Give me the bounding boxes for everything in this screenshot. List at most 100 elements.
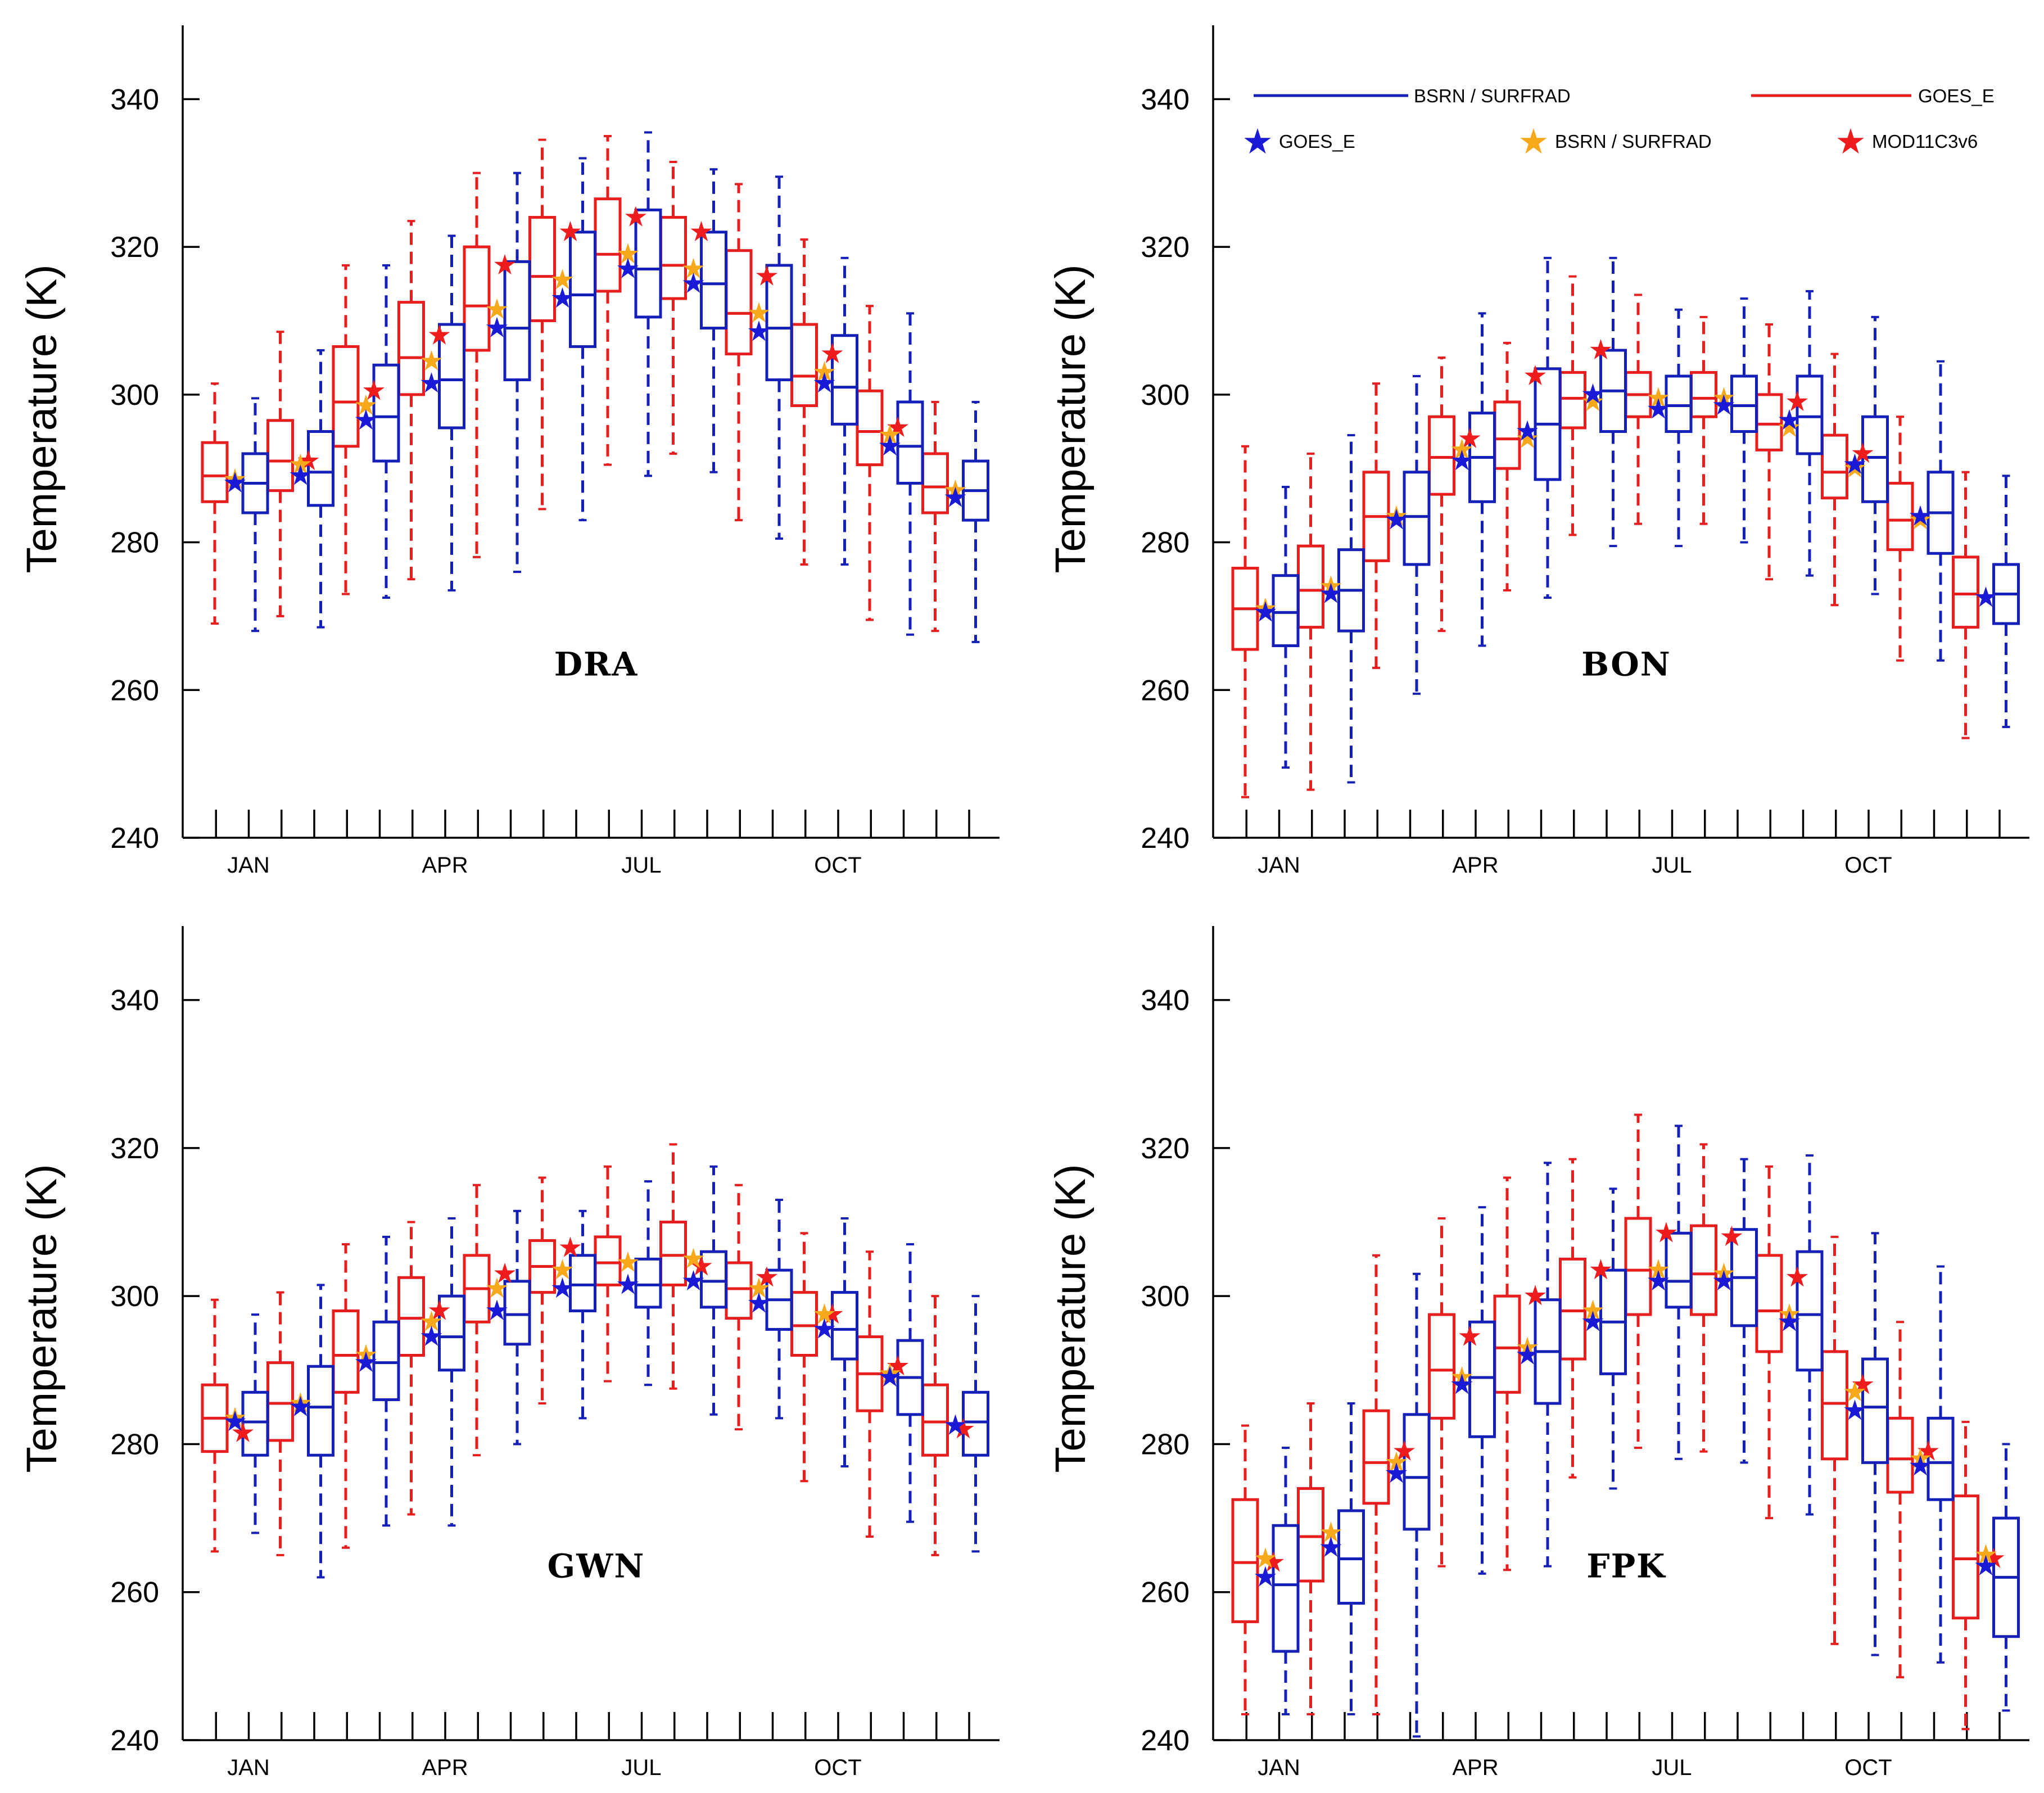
goes-box — [1624, 1217, 1652, 1316]
goes-box — [201, 441, 229, 503]
y-tick-label: 340 — [1141, 83, 1190, 116]
goes-box — [397, 1276, 425, 1357]
bsrn-box — [1861, 1357, 1889, 1464]
goes-box — [1231, 1498, 1259, 1623]
bsrn-box — [569, 1254, 596, 1313]
y-tick-label: 280 — [110, 527, 159, 559]
y-axis-title-dra: Temperature (K) — [18, 264, 66, 573]
y-tick-label: 340 — [1141, 984, 1190, 1017]
y-tick-label: 260 — [110, 674, 159, 707]
legend: BSRN / SURFRAD GOES_E GOES_E BSRN / SURF… — [1244, 85, 1995, 154]
goes-box — [921, 1383, 949, 1457]
goes-box — [725, 249, 753, 356]
goes-box — [266, 1361, 294, 1442]
bsrn-box — [569, 231, 596, 348]
x-tick-label: APR — [422, 853, 468, 878]
x-tick-label: OCT — [1844, 1755, 1892, 1780]
goes-box — [1821, 1350, 1848, 1461]
bsrn-box — [1272, 1524, 1300, 1653]
goes-box — [725, 1261, 753, 1320]
y-tick-label: 300 — [110, 379, 159, 412]
goes-box — [1952, 555, 1979, 629]
goes-box — [397, 301, 425, 396]
y-tick-label: 320 — [110, 231, 159, 264]
bsrn-box — [503, 260, 531, 382]
x-tick-label: JUL — [621, 853, 661, 878]
bsrn-box — [1403, 1413, 1431, 1531]
y-tick-label: 260 — [1141, 674, 1190, 707]
y-tick-label: 340 — [110, 984, 159, 1017]
y-tick-label: 240 — [1141, 1724, 1190, 1757]
goes-box — [463, 245, 491, 352]
x-tick-label: OCT — [814, 853, 861, 878]
panel-dra: 240 260 280 300 320 340 JAN APR JUL OCT DRA — [110, 25, 1000, 878]
goes-box — [1952, 1494, 1979, 1620]
x-tick-label: JAN — [1258, 1755, 1300, 1780]
legend-star-bsrn-icon — [1520, 128, 1547, 154]
bsrn-box — [307, 430, 334, 507]
bsrn-box — [1272, 574, 1300, 647]
goes-box — [856, 389, 884, 467]
bsrn-box — [1796, 374, 1824, 455]
legend-star-goes-icon — [1244, 128, 1271, 154]
legend-label-bsrn-star: BSRN / SURFRAD — [1555, 131, 1712, 152]
panel-gwn: 240 260 280 300 320 340 JAN APR JUL OCT GWN — [110, 926, 1000, 1780]
x-tick-label: JUL — [1652, 1755, 1692, 1780]
x-tick-label: APR — [1452, 853, 1498, 878]
x-tick-label: JUL — [621, 1755, 661, 1780]
bsrn-box — [241, 1390, 269, 1457]
legend-label-bsrn-line: BSRN / SURFRAD — [1414, 85, 1571, 106]
x-tick-label: APR — [1452, 1755, 1498, 1780]
bsrn-box — [1665, 1231, 1693, 1309]
legend-label-goes-star: GOES_E — [1279, 131, 1355, 152]
goes-box — [1559, 1257, 1586, 1361]
site-label-gwn: GWN — [548, 1547, 645, 1586]
goes-box — [1559, 371, 1586, 430]
goes-box — [332, 1309, 360, 1394]
goes-box — [1428, 415, 1455, 496]
bsrn-box — [831, 334, 858, 426]
bsrn-box — [438, 323, 465, 430]
bsrn-box — [307, 1365, 334, 1457]
bsrn-box — [1468, 1320, 1496, 1438]
bsrn-box — [1927, 1416, 1955, 1501]
bsrn-box — [634, 208, 662, 319]
bsrn-box — [1861, 415, 1889, 503]
goes-box — [659, 1221, 687, 1286]
goes-box — [594, 1235, 622, 1286]
bsrn-box — [831, 1291, 858, 1361]
bsrn-box — [438, 1294, 465, 1372]
goes-box — [1886, 481, 1914, 552]
y-axis-title-bon: Temperature (K) — [1047, 264, 1095, 573]
site-label-fpk: FPK — [1586, 1547, 1666, 1586]
goes-box — [659, 216, 687, 300]
goes-box — [1493, 400, 1521, 470]
goes-box — [1690, 371, 1717, 418]
y-tick-label: 280 — [110, 1428, 159, 1461]
bsrn-box — [896, 400, 924, 485]
bsrn-box — [1730, 374, 1758, 433]
goes-box — [332, 345, 360, 448]
legend-star-modis-icon — [1837, 128, 1864, 154]
bsrn-box — [962, 1390, 989, 1457]
x-tick-label: JUL — [1652, 853, 1692, 878]
x-tick-label: JAN — [227, 853, 270, 878]
y-tick-label: 320 — [1141, 1132, 1190, 1165]
goes-box — [790, 1291, 818, 1357]
y-axis-title-gwn: Temperature (K) — [18, 1164, 66, 1473]
goes-box — [790, 323, 818, 408]
panel-bon: 240 260 280 300 320 340 JAN APR JUL OCT BON — [1141, 25, 2029, 878]
x-tick-label: JAN — [1258, 853, 1300, 878]
goes-box — [1755, 1254, 1783, 1353]
bsrn-box — [765, 264, 793, 382]
y-tick-label: 320 — [110, 1132, 159, 1165]
x-tick-label: JAN — [227, 1755, 270, 1780]
goes-box — [528, 216, 556, 322]
goes-box — [1297, 544, 1324, 629]
y-tick-label: 300 — [110, 1280, 159, 1313]
goes-box — [1690, 1224, 1717, 1316]
panel-fpk: 240 260 280 300 320 340 JAN APR JUL OCT FPK — [1141, 926, 2029, 1780]
y-tick-label: 240 — [110, 1724, 159, 1757]
y-axis-title-fpk: Temperature (K) — [1047, 1164, 1095, 1473]
